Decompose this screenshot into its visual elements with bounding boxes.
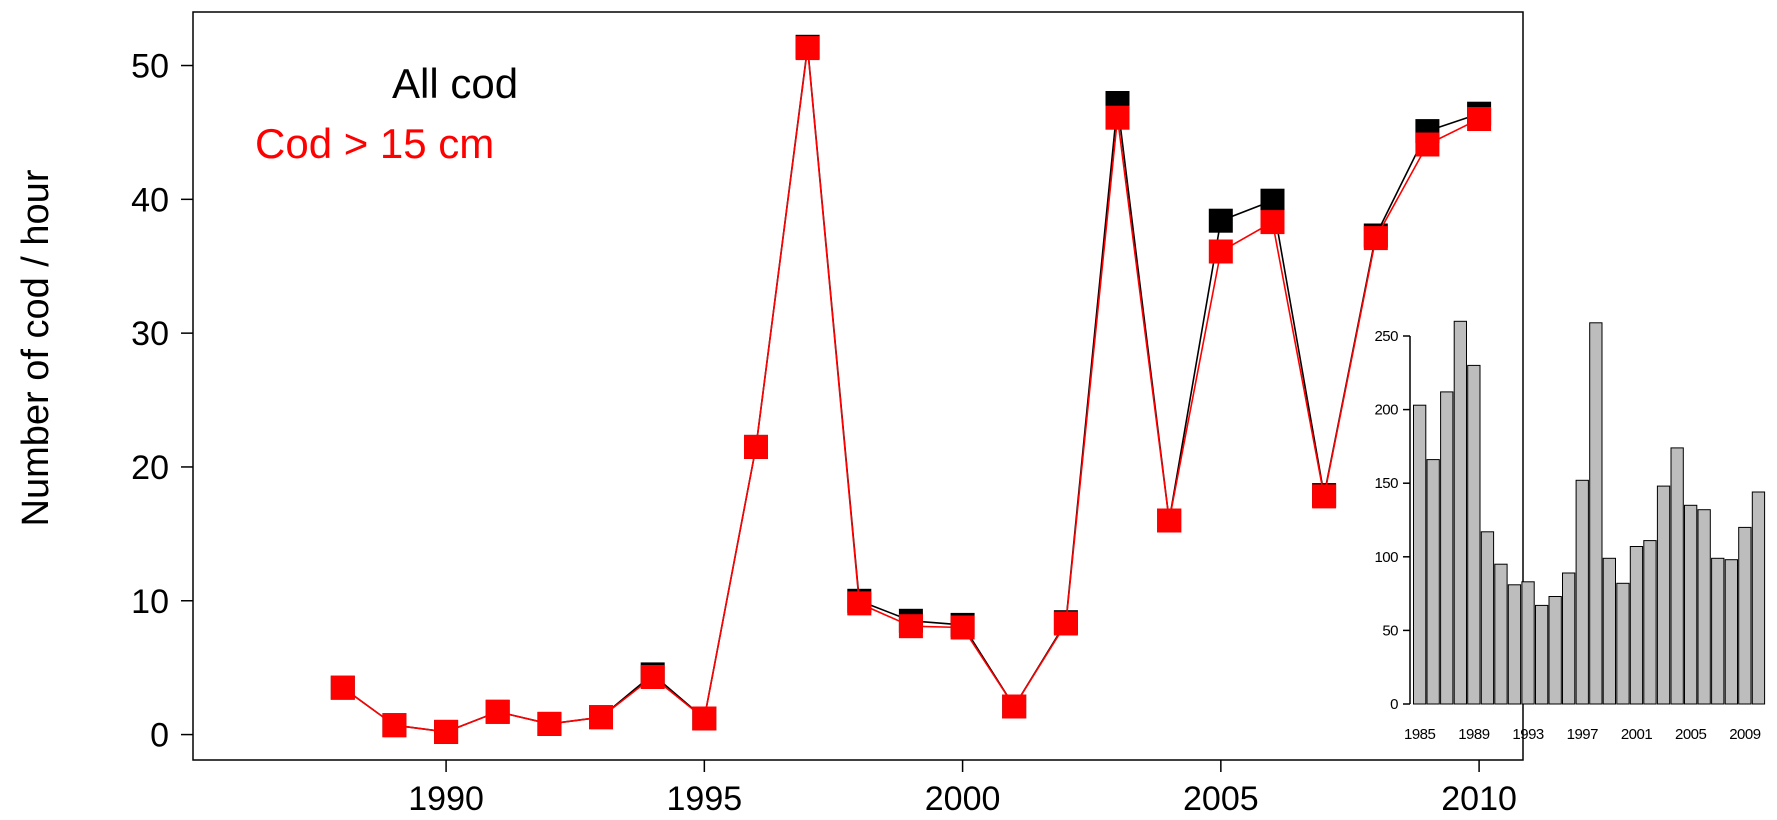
inset-x-tick-label: 1985 — [1404, 726, 1436, 743]
inset-bar-chart: 0 50 100 150 200 250 1985 1989 1993 1997 2001 2005… — [1374, 320, 1766, 743]
data-point — [795, 36, 820, 61]
inset-x-axis: 1985 1989 1993 1997 2001 2005 2009 — [1404, 726, 1761, 743]
inset-y-axis: 0 50 100 150 200 250 — [1374, 328, 1411, 713]
data-point — [1157, 508, 1182, 533]
inset-bar — [1440, 391, 1454, 705]
data-point — [382, 713, 407, 738]
y-tick-label: 0 — [150, 717, 169, 755]
inset-bar — [1467, 364, 1481, 705]
data-point — [1415, 132, 1440, 157]
inset-y-tick-label: 150 — [1374, 475, 1398, 492]
inset-bar — [1670, 447, 1684, 705]
inset-bar — [1684, 504, 1698, 705]
x-axis: 1990 1995 2000 2005 2010 — [408, 760, 1517, 818]
inset-bar — [1751, 491, 1766, 705]
x-tick-label: 1995 — [667, 780, 743, 818]
inset-bar — [1629, 546, 1644, 705]
inset-bar — [1575, 479, 1589, 705]
inset-bar — [1453, 320, 1467, 705]
data-point — [1363, 226, 1388, 251]
data-point — [898, 614, 923, 639]
series-layer — [330, 34, 1492, 744]
legend-all-cod: All cod — [392, 60, 518, 107]
y-axis: 0 10 20 30 40 50 — [131, 48, 193, 755]
inset-x-tick-label: 2009 — [1729, 726, 1761, 743]
inset-bar — [1724, 559, 1738, 705]
data-point — [1260, 188, 1285, 213]
data-point — [1105, 105, 1130, 130]
legend-cod-over-15cm: Cod > 15 cm — [255, 120, 494, 167]
inset-x-tick-label: 2001 — [1621, 726, 1653, 743]
inset-bar — [1643, 540, 1657, 705]
inset-bar — [1535, 604, 1549, 705]
x-tick-label: 1990 — [408, 780, 484, 818]
x-tick-label: 2005 — [1183, 780, 1259, 818]
inset-bar — [1548, 596, 1562, 705]
data-point — [847, 591, 872, 616]
data-point — [950, 615, 975, 640]
inset-bar — [1602, 557, 1616, 705]
data-point — [1208, 239, 1233, 264]
y-tick-label: 40 — [131, 181, 169, 219]
data-point — [744, 434, 768, 459]
inset-bars — [1413, 320, 1766, 705]
inset-bar — [1562, 572, 1576, 705]
inset-bar — [1616, 582, 1630, 705]
data-point — [1208, 208, 1233, 233]
inset-x-tick-label: 1993 — [1512, 726, 1544, 743]
inset-y-tick-label: 250 — [1374, 328, 1398, 345]
data-point — [434, 719, 459, 744]
data-point — [485, 699, 510, 724]
inset-x-tick-label: 1997 — [1567, 726, 1599, 743]
inset-y-tick-label: 200 — [1374, 402, 1398, 419]
data-point — [1002, 694, 1027, 719]
data-point — [537, 711, 562, 736]
data-point — [640, 665, 665, 689]
inset-bar — [1507, 584, 1522, 705]
inset-y-tick-label: 50 — [1382, 622, 1398, 639]
data-point — [1053, 611, 1078, 636]
inset-bar — [1711, 557, 1725, 705]
x-tick-label: 2010 — [1441, 780, 1517, 818]
y-tick-label: 50 — [131, 48, 169, 86]
inset-bar — [1697, 509, 1711, 705]
inset-y-tick-label: 0 — [1390, 696, 1398, 713]
inset-bar — [1494, 563, 1508, 705]
series-cod-over-15cm — [330, 36, 1492, 744]
inset-bar — [1480, 531, 1495, 705]
inset-y-tick-label: 100 — [1374, 549, 1398, 566]
data-point — [1312, 484, 1337, 509]
inset-x-tick-label: 2005 — [1675, 726, 1707, 743]
data-point — [1260, 210, 1285, 235]
y-tick-label: 30 — [131, 315, 169, 353]
data-point — [330, 675, 355, 700]
inset-bar — [1656, 485, 1671, 705]
y-axis-label: Number of cod / hour — [15, 169, 57, 526]
inset-bar — [1589, 322, 1603, 705]
plot-frame — [192, 11, 1524, 761]
inset-x-tick-label: 1989 — [1458, 726, 1490, 743]
data-point — [589, 705, 613, 730]
y-tick-label: 20 — [131, 449, 169, 487]
inset-bar — [1426, 459, 1440, 705]
data-point — [1467, 107, 1492, 131]
inset-bar — [1413, 404, 1427, 705]
data-point — [692, 706, 717, 731]
inset-bar — [1521, 581, 1535, 705]
inset-bar — [1738, 526, 1752, 705]
y-tick-label: 10 — [131, 583, 169, 621]
x-tick-label: 2000 — [925, 780, 1001, 818]
